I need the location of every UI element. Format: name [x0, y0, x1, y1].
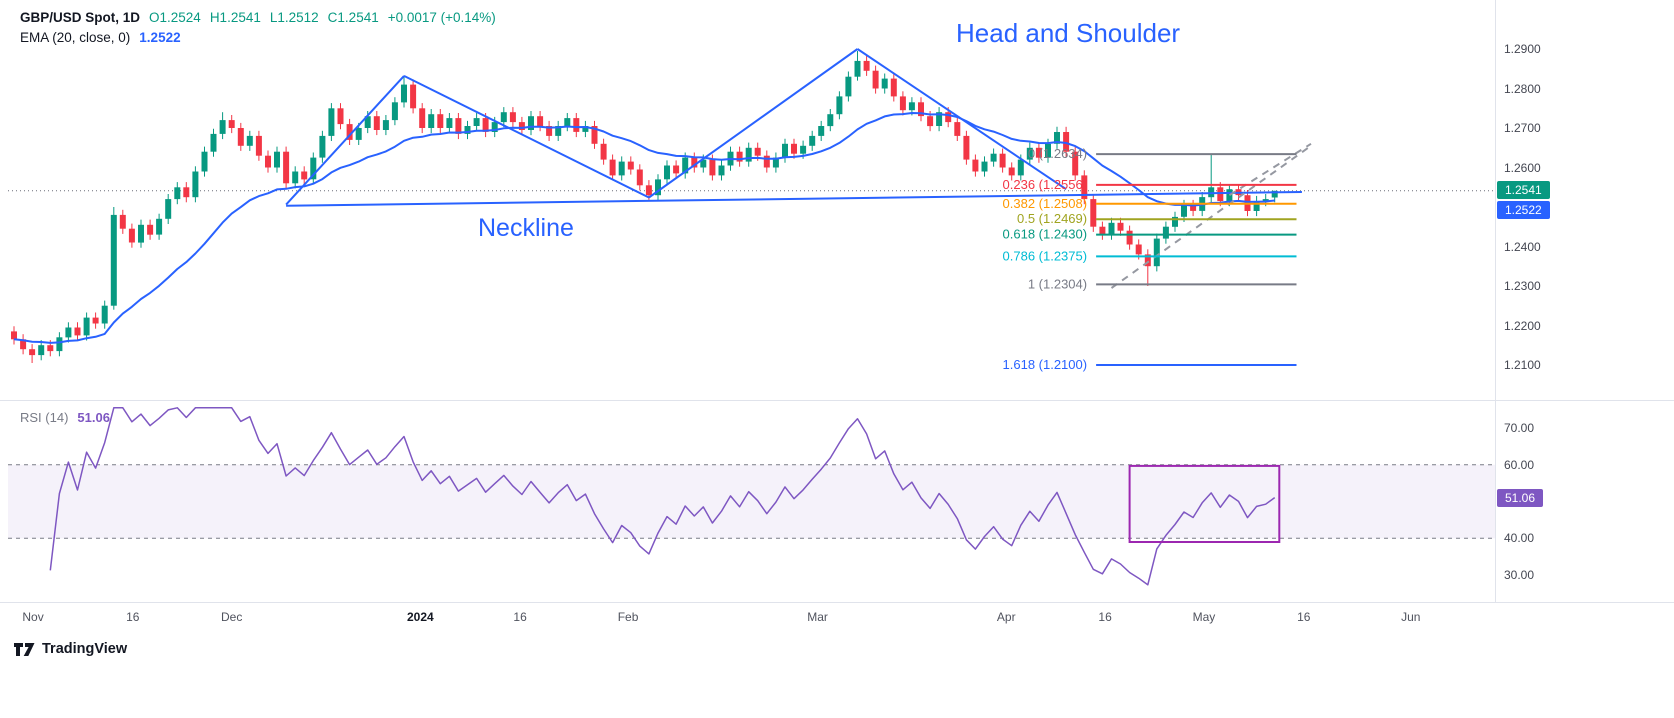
branding[interactable]: TradingView	[14, 641, 127, 657]
time-axis-label: Nov	[22, 610, 44, 624]
ema-value-badge: 1.2522	[1497, 201, 1550, 220]
price-axis[interactable]: 1.2900 1.2800 1.2700 1.2600 1.2400 1.2300 1.22…	[1495, 0, 1674, 603]
ohlc-close: C1.2541	[327, 10, 379, 25]
rsi-indicator-value: 51.06	[77, 410, 110, 425]
pattern-lines	[285, 48, 1302, 207]
price-axis-label: 1.2800	[1504, 81, 1541, 96]
time-axis-label: 16	[1098, 610, 1112, 624]
last-price-badge: 1.2541	[1497, 180, 1550, 199]
ema-legend[interactable]: EMA (20, close, 0) 1.2522	[20, 30, 181, 45]
svg-text:0 (1.2634): 0 (1.2634)	[1028, 146, 1087, 161]
tradingview-logo-icon[interactable]	[14, 642, 35, 657]
time-axis[interactable]: Nov 16 Dec 2024 16 Feb Mar Apr 16 May 16 Jun	[0, 603, 1674, 631]
rsi-band	[8, 464, 1495, 539]
rsi-indicator-label: RSI (14)	[20, 410, 69, 425]
time-axis-label: Feb	[617, 610, 639, 624]
price-axis-label: 1.2100	[1504, 358, 1541, 372]
ohlc-open: O1.2524	[149, 10, 201, 25]
ohlc-high: H1.2541	[209, 10, 261, 25]
rsi-value-badge: 51.06	[1497, 488, 1544, 507]
svg-text:0.786 (1.2375): 0.786 (1.2375)	[1003, 248, 1088, 263]
time-axis-label: 16	[1297, 610, 1311, 624]
time-axis-label: 16	[126, 610, 140, 624]
neckline-label[interactable]: Neckline	[478, 214, 574, 242]
time-axis-label: 16	[513, 610, 527, 624]
price-axis-label: 1.2600	[1504, 160, 1541, 175]
rsi-legend[interactable]: RSI (14) 51.06	[20, 410, 110, 425]
time-axis-label: 2024	[406, 610, 434, 624]
svg-text:0.5 (1.2469): 0.5 (1.2469)	[1017, 211, 1087, 226]
svg-text:0.618 (1.2430): 0.618 (1.2430)	[1003, 227, 1088, 242]
rsi-axis-label: 60.00	[1504, 457, 1535, 472]
time-axis-label: May	[1192, 610, 1216, 624]
symbol-title[interactable]: GBP/USD Spot, 1D	[20, 10, 141, 25]
chart-legend[interactable]: GBP/USD Spot, 1D O1.2524 H1.2541 L1.2512…	[20, 10, 496, 25]
time-axis-label: Jun	[1401, 610, 1421, 624]
ema-indicator-label: EMA (20, close, 0)	[20, 30, 131, 45]
time-axis-label: Apr	[996, 610, 1016, 624]
change-percent: +0.0017 (+0.14%)	[387, 10, 496, 25]
rsi-axis-label: 70.00	[1504, 421, 1535, 435]
svg-text:1 (1.2304): 1 (1.2304)	[1028, 276, 1087, 291]
price-axis-label: 1.2900	[1504, 42, 1541, 56]
candlestick-series	[11, 51, 1278, 363]
rsi-highlight-box	[1128, 464, 1281, 543]
svg-text:0.236 (1.2556): 0.236 (1.2556)	[1003, 177, 1088, 192]
channel-lines	[1110, 142, 1312, 289]
svg-text:1.618 (1.2100): 1.618 (1.2100)	[1003, 357, 1088, 372]
rsi-axis-label: 40.00	[1504, 531, 1535, 546]
price-axis-label: 1.2300	[1504, 279, 1541, 293]
pattern-title-label[interactable]: Head and Shoulder	[956, 18, 1181, 48]
tradingview-wordmark: TradingView	[42, 641, 128, 657]
rsi-axis[interactable]: 70.00 60.00 40.00 30.00	[1495, 0, 1674, 603]
price-axis-label: 1.2700	[1504, 121, 1541, 135]
ohlc-low: L1.2512	[269, 10, 319, 25]
fib-levels: 0 (1.2634)0.236 (1.2556)0.382 (1.2508)0.…	[1003, 146, 1297, 372]
svg-text:0.382 (1.2508): 0.382 (1.2508)	[1003, 196, 1088, 211]
time-axis-label: Dec	[221, 610, 243, 624]
ema-indicator-value: 1.2522	[139, 30, 181, 45]
rsi-axis-label: 30.00	[1504, 568, 1535, 582]
time-axis-label: Mar	[807, 610, 828, 624]
ema-line	[13, 112, 1275, 344]
price-axis-label: 1.2400	[1504, 239, 1541, 254]
price-axis-label: 1.2200	[1504, 318, 1541, 333]
rsi-line	[49, 407, 1276, 586]
